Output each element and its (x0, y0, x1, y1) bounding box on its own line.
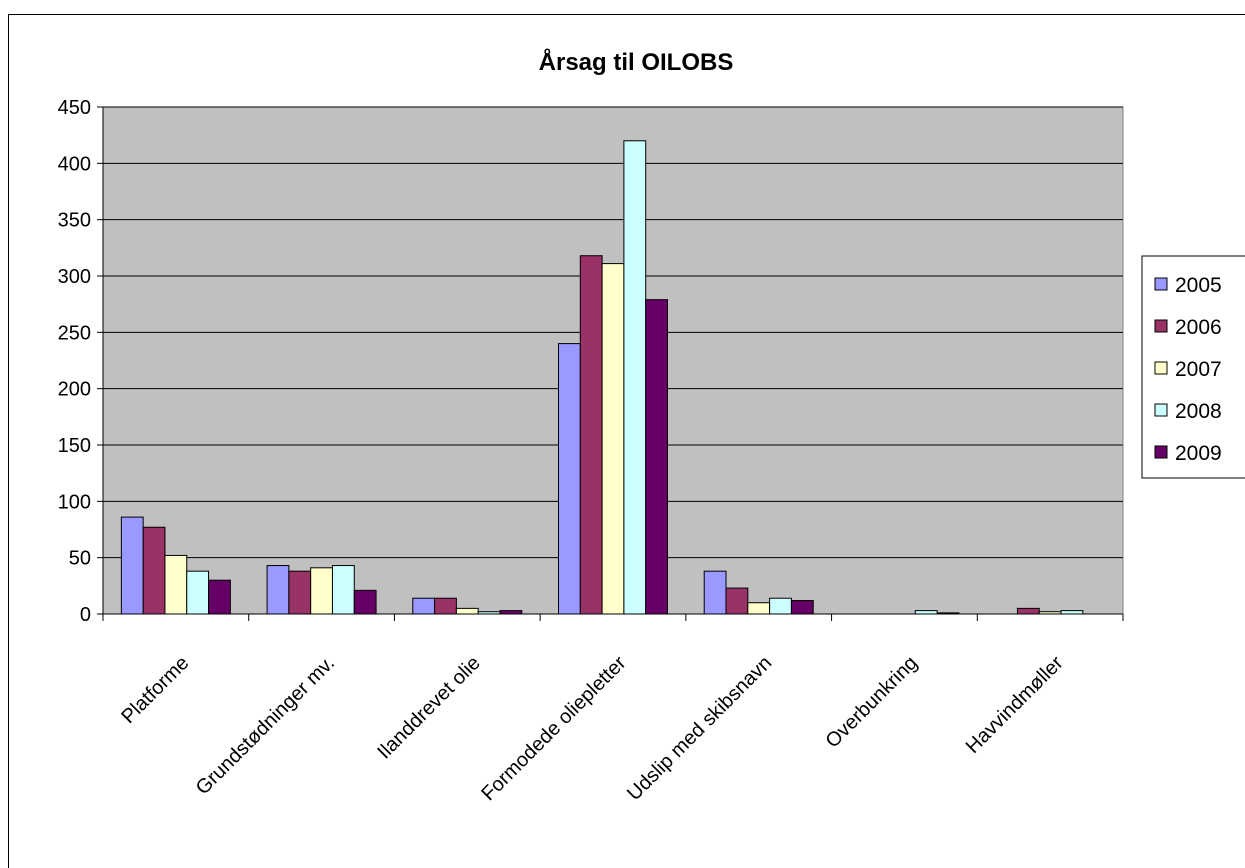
legend-label: 2005 (1175, 274, 1222, 297)
x-tick-label: Platforme (117, 652, 193, 728)
y-tick-label: 250 (58, 322, 91, 344)
y-tick-label: 150 (58, 435, 91, 457)
legend-swatch (1154, 319, 1168, 333)
bar-2009 (645, 299, 669, 615)
y-tick-label: 200 (58, 379, 91, 401)
x-tick-label: Udslip med skibsnavn (623, 652, 776, 805)
x-tick-label: Grundstødninger mv. (192, 652, 339, 799)
x-tick-label: Havvindmøller (962, 652, 1068, 758)
plot-area: 0 50 100 150 200 250 300 350 400 450 PlatformeGrun… (58, 97, 1124, 805)
bar-2006 (579, 255, 603, 615)
x-tick-label: Overbunkring (822, 652, 922, 752)
bar-2007 (747, 602, 771, 615)
bar-2009 (353, 589, 377, 615)
bar-2007 (455, 607, 479, 615)
legend-label: 2007 (1175, 358, 1222, 381)
bar-2009 (936, 612, 960, 615)
bar-2008 (477, 611, 501, 615)
bar-2005 (703, 570, 727, 615)
legend-label: 2006 (1175, 316, 1222, 339)
legend: 2005 2006 2007 2008 2009 (1141, 255, 1245, 479)
legend-swatch (1154, 445, 1168, 459)
x-tick-label: Ilanddrevet olie (373, 652, 484, 763)
bar-2008 (1060, 610, 1084, 615)
bar-2008 (623, 140, 647, 615)
legend-swatch (1154, 277, 1168, 291)
x-tick-label: Formodede oliepletter (477, 652, 630, 805)
legend-swatch (1154, 403, 1168, 417)
y-tick-label: 350 (58, 210, 91, 232)
bar-2007 (164, 554, 188, 615)
bar-2009 (790, 599, 814, 615)
bar-2007 (1038, 611, 1062, 615)
bar-2005 (558, 343, 581, 615)
y-tick-label: 300 (58, 266, 91, 288)
legend-label: 2009 (1175, 442, 1222, 465)
y-tick-label: 50 (69, 548, 91, 570)
bar-2008 (331, 565, 355, 615)
bar-2006 (142, 526, 166, 615)
y-tick-label: 0 (80, 604, 91, 626)
bar-2009 (499, 610, 523, 615)
legend-swatch (1154, 361, 1168, 375)
bar-2006 (725, 587, 749, 615)
bar-2006 (434, 597, 457, 615)
bar-2005 (120, 516, 144, 615)
bar-2008 (914, 610, 938, 615)
bar-2009 (208, 579, 231, 615)
legend-label: 2008 (1175, 400, 1222, 423)
bar-2006 (288, 570, 312, 615)
y-tick-label: 100 (58, 491, 91, 513)
bar-2005 (266, 565, 290, 615)
y-tick-label: 450 (58, 97, 91, 119)
bar-2007 (310, 567, 333, 615)
y-tick-label: 400 (58, 153, 91, 175)
chart-title: Årsag til OILOBS (539, 48, 734, 76)
bar-2008 (186, 570, 210, 615)
bar-2005 (412, 597, 436, 615)
bar-2007 (601, 263, 625, 615)
bar-2006 (1016, 607, 1040, 615)
bar-2008 (769, 597, 792, 615)
